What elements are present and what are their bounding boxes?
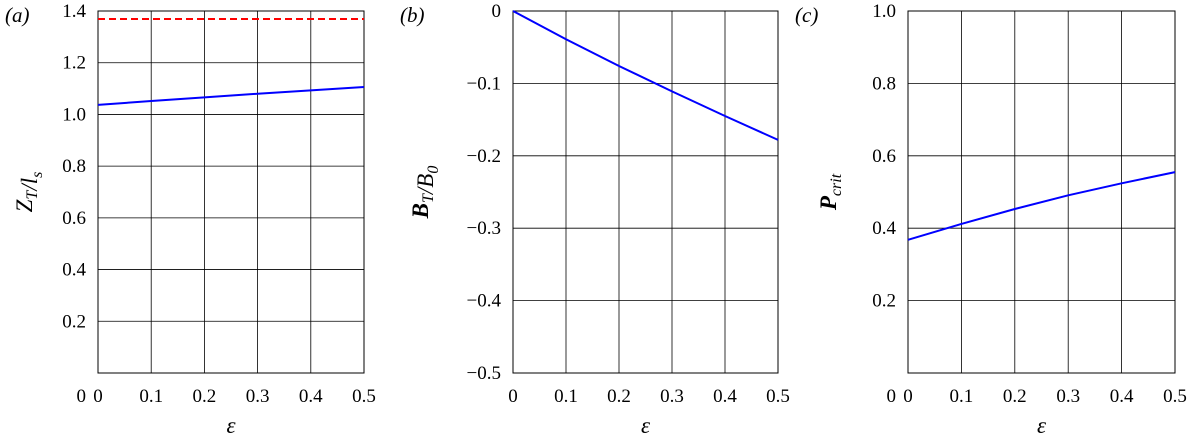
x-axis-label: ε bbox=[226, 413, 236, 438]
x-tick-label: 0.2 bbox=[193, 386, 217, 407]
y-tick-label: −0.5 bbox=[467, 363, 501, 384]
chart-panel-2: 0 0.1 0.2 0.3 0.4 0.5 0 −0.1 −0.2 −0.3 −0.4 −0.5 (b)… bbox=[400, 1, 790, 438]
origin-tick-label: 0 bbox=[77, 386, 87, 407]
y-tick-label: 0 bbox=[492, 1, 502, 22]
x-tick-label: 0.5 bbox=[352, 386, 376, 407]
series-line bbox=[97, 86, 365, 106]
y-tick-label: 1.0 bbox=[62, 104, 86, 125]
panel-label: (c) bbox=[795, 3, 818, 27]
series-line bbox=[512, 10, 779, 141]
y-tick-label: −0.4 bbox=[467, 291, 502, 312]
chart-panel-1: 0 0.1 0.2 0.3 0.4 0.5 0.2 0.4 0.6 0.8 1.0 1.2 1.4 0 (a… bbox=[5, 1, 376, 438]
x-tick-label: 0.5 bbox=[1163, 386, 1187, 407]
y-tick-label: −0.1 bbox=[467, 73, 501, 94]
y-axis-label: Pcrit bbox=[816, 173, 845, 211]
x-tick-label: 0.2 bbox=[1003, 386, 1027, 407]
plot-frame bbox=[512, 10, 779, 374]
y-tick-label: 0.8 bbox=[872, 73, 896, 94]
x-axis-label: ε bbox=[641, 413, 651, 438]
panel-label: (a) bbox=[5, 3, 30, 27]
x-tick-label: 0.4 bbox=[1110, 386, 1134, 407]
x-tick-label: 0.3 bbox=[246, 386, 270, 407]
chart-panel-3: 0 0.1 0.2 0.3 0.4 0.5 0.2 0.4 0.6 0.8 1.0 0 (c) ε Pcri… bbox=[795, 1, 1187, 438]
y-tick-label: −0.3 bbox=[467, 218, 501, 239]
x-tick-label: 0 bbox=[93, 386, 103, 407]
y-tick-label: 0.6 bbox=[872, 146, 896, 167]
x-tick-label: 0.3 bbox=[660, 386, 684, 407]
plot-frame bbox=[907, 10, 1176, 374]
y-tick-label: 0.4 bbox=[872, 218, 896, 239]
x-tick-label: 0 bbox=[508, 386, 518, 407]
x-tick-label: 0.1 bbox=[554, 386, 578, 407]
x-tick-label: 0.5 bbox=[766, 386, 790, 407]
x-tick-label: 0.4 bbox=[299, 386, 323, 407]
x-axis-label: ε bbox=[1037, 413, 1047, 438]
x-tick-label: 0.3 bbox=[1056, 386, 1080, 407]
y-tick-label: 0.2 bbox=[62, 311, 86, 332]
x-tick-label: 0.4 bbox=[713, 386, 737, 407]
y-tick-label: 1.0 bbox=[872, 1, 896, 22]
panel-label: (b) bbox=[400, 3, 425, 27]
origin-tick-label: 0 bbox=[887, 386, 897, 407]
y-tick-label: 1.4 bbox=[62, 1, 86, 22]
y-tick-label: 1.2 bbox=[62, 53, 86, 74]
y-tick-label: −0.2 bbox=[467, 146, 501, 167]
plot-frame bbox=[97, 10, 365, 374]
x-tick-label: 0.1 bbox=[139, 386, 163, 407]
y-tick-label: 0.6 bbox=[62, 208, 86, 229]
y-tick-label: 0.8 bbox=[62, 156, 86, 177]
series-line bbox=[907, 171, 1176, 241]
x-tick-label: 0.1 bbox=[950, 386, 974, 407]
y-axis-label: ZT/ls bbox=[12, 172, 46, 213]
x-tick-label: 0 bbox=[903, 386, 913, 407]
x-tick-label: 0.2 bbox=[607, 386, 631, 407]
y-tick-label: 0.2 bbox=[872, 291, 896, 312]
y-axis-label: BT/B0 bbox=[408, 166, 442, 220]
y-tick-label: 0.4 bbox=[62, 260, 86, 281]
